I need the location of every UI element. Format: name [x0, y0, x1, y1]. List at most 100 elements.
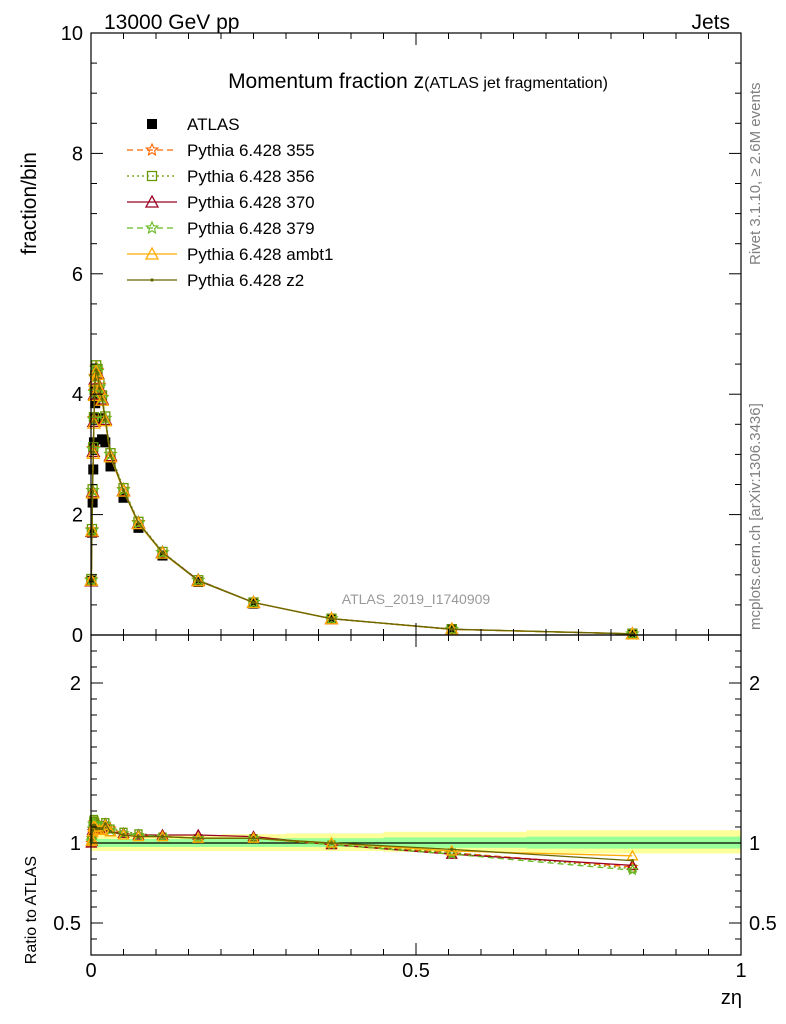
- ratio-point-z2: [91, 828, 95, 832]
- legend-marker-ATLAS: [147, 119, 157, 129]
- data-point-z2: [450, 627, 454, 631]
- data-point-ATLAS: [118, 492, 129, 503]
- data-point-ambt1: [191, 573, 206, 587]
- data-point-p379: [131, 515, 146, 530]
- legend-marker-p356: [146, 170, 158, 182]
- ratio-point-z2: [329, 841, 334, 845]
- legend-label-p355: Pythia 6.428 355: [187, 141, 315, 160]
- ratio-ytick-label: 0.5: [53, 913, 81, 935]
- ratio-uncertainty-band: [91, 830, 741, 854]
- ratio-series-z2: [89, 822, 635, 863]
- ratio-point-p370: [132, 828, 145, 840]
- ratio-point-p370: [626, 859, 639, 871]
- data-point-p379: [155, 545, 170, 559]
- data-point-z2: [100, 397, 104, 401]
- main-ytick-label: 2: [72, 505, 83, 527]
- ratio-point-z2: [160, 835, 165, 839]
- legend-item-p356: Pythia 6.428 356: [127, 167, 315, 186]
- data-point-p379: [324, 611, 339, 625]
- ratio-point-z2: [196, 836, 200, 840]
- data-point-p379: [191, 572, 206, 587]
- data-point-p379: [444, 621, 459, 636]
- ratio-point-z2: [97, 827, 102, 831]
- ratio-point-z2: [108, 830, 113, 834]
- ratio-point-ambt1: [104, 825, 117, 837]
- ratio-point-z2: [630, 859, 635, 863]
- data-point-z2: [160, 550, 165, 555]
- ratio-ytick-label-right: 0.5: [749, 913, 777, 935]
- data-point-z2: [91, 490, 95, 494]
- ratio-ytick-label-right: 2: [749, 673, 760, 695]
- legend-marker-p355: [144, 142, 160, 157]
- analysis-watermark: ATLAS_2019_I1740909: [342, 591, 491, 607]
- data-point-ambt1: [116, 483, 131, 497]
- mcplots-label: mcplots.cern.ch [arXiv:1306.3436]: [747, 403, 764, 630]
- data-point-z2: [108, 454, 113, 458]
- data-point-ambt1: [155, 545, 170, 559]
- axes-group: 0 2 4 6 8 10 0 0.5 1 0.5 0.5 1 1 2 2: [53, 23, 777, 982]
- legend-label-ambt1: Pythia 6.428 ambt1: [187, 245, 333, 264]
- legend-marker-ambt1: [144, 246, 160, 260]
- ratio-point-p379: [192, 831, 205, 844]
- legend-marker-z2: [150, 278, 154, 282]
- data-point-z2: [329, 617, 334, 621]
- ratio-ytick-label: 1: [70, 833, 81, 855]
- data-point-ambt1: [94, 392, 110, 406]
- data-point-z2: [103, 417, 107, 422]
- rivet-label: Rivet 3.1.10, ≥ 2.6M events: [747, 83, 764, 266]
- main-series-group: [84, 359, 640, 640]
- legend-item-ATLAS: ATLAS: [147, 115, 240, 134]
- data-point-ambt1: [103, 449, 118, 463]
- legend-label-p370: Pythia 6.428 370: [187, 193, 315, 212]
- chart-title-sub: (ATLAS jet fragmentation): [424, 75, 608, 92]
- legend-item-p370: Pythia 6.428 370: [127, 193, 315, 212]
- data-point-ambt1: [98, 413, 113, 427]
- legend-item-p379: Pythia 6.428 379: [127, 219, 315, 238]
- data-point-z2: [136, 521, 141, 525]
- header-left: 13000 GeV pp: [104, 11, 239, 34]
- legend: ATLAS Pythia 6.428 355 Pythia 6.428 356 Pyt…: [127, 115, 333, 290]
- legend-marker-p379: [144, 220, 160, 235]
- chart-title-main: Momentum fraction z: [228, 70, 424, 93]
- data-point-ATLAS: [90, 398, 101, 409]
- legend-label-ATLAS: ATLAS: [187, 115, 240, 134]
- ratio-ylabel: Ratio to ATLAS: [23, 856, 40, 964]
- ratio-ytick-label: 2: [70, 673, 81, 695]
- ratio-point-z2: [100, 827, 104, 831]
- ratio-xtick-label: 1: [735, 960, 746, 982]
- data-point-z2: [251, 600, 256, 605]
- data-point-ATLAS: [100, 437, 111, 448]
- main-ytick-label: 8: [72, 143, 83, 165]
- ratio-xtick-label: 0.5: [402, 960, 430, 982]
- ratio-point-z2: [450, 847, 454, 852]
- ratio-point-ambt1: [99, 819, 112, 831]
- main-ytick-label: 0: [72, 625, 83, 647]
- ratio-point-ambt1: [85, 833, 99, 845]
- ratio-point-p379: [85, 833, 99, 845]
- data-point-z2: [121, 488, 126, 493]
- chart-title: Momentum fraction z(ATLAS jet fragmentat…: [228, 70, 608, 93]
- data-point-z2: [94, 368, 98, 372]
- legend-label-p379: Pythia 6.428 379: [187, 219, 315, 238]
- main-ytick-label: 4: [72, 384, 83, 406]
- data-point-z2: [95, 371, 100, 375]
- ratio-point-p379: [247, 831, 260, 844]
- ratio-xlabel: zη: [721, 987, 742, 1009]
- legend-item-p355: Pythia 6.428 355: [127, 141, 315, 160]
- data-point-z2: [97, 386, 102, 390]
- data-point-z2: [93, 378, 97, 382]
- main-ytick-label: 6: [72, 264, 83, 286]
- ratio-point-ambt1: [445, 844, 458, 856]
- ratio-frame: [90, 634, 742, 956]
- ratio-point-z2: [136, 835, 141, 839]
- ratio-point-p379: [626, 863, 639, 876]
- data-point-p379: [625, 626, 640, 640]
- data-point-ambt1: [131, 516, 146, 530]
- main-ytick-label: 10: [61, 23, 83, 45]
- legend-label-p356: Pythia 6.428 356: [187, 167, 315, 186]
- legend-marker-p370: [144, 194, 160, 208]
- ratio-point-z2: [103, 822, 107, 826]
- header-right: Jets: [691, 11, 730, 34]
- ratio-point-p379: [156, 830, 169, 842]
